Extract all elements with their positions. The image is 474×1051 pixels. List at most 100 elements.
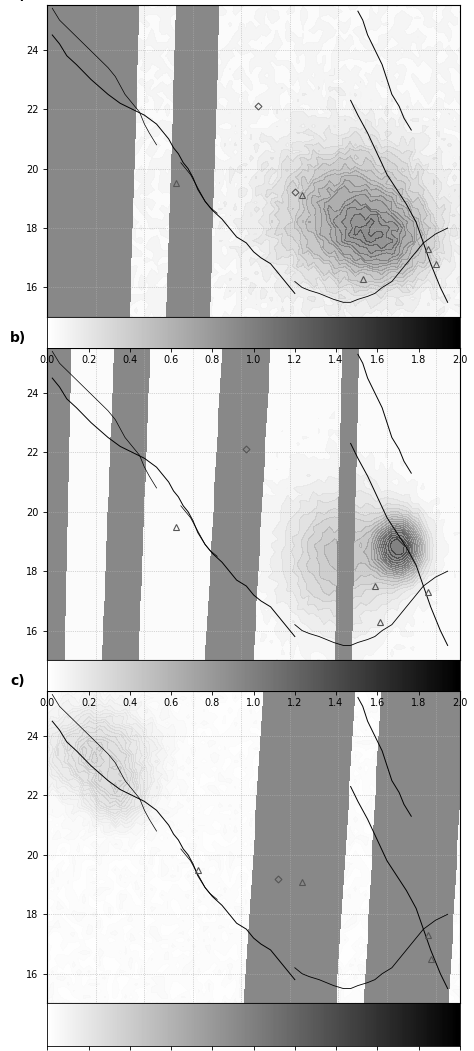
Bar — [371, 870, 456, 885]
Bar — [381, 692, 465, 706]
Bar — [374, 810, 459, 825]
Bar — [56, 184, 134, 199]
Bar — [46, 408, 70, 423]
Bar — [245, 989, 337, 1004]
X-axis label: SO₂ column 5 km [DU]: SO₂ column 5 km [DU] — [191, 1025, 316, 1035]
Bar — [341, 408, 357, 423]
Bar — [369, 900, 454, 914]
Bar — [168, 243, 212, 257]
Bar — [246, 959, 338, 973]
Bar — [338, 527, 355, 541]
Bar — [263, 692, 355, 706]
Bar — [221, 364, 269, 378]
Bar — [255, 810, 347, 825]
Bar — [42, 586, 66, 601]
Bar — [253, 854, 345, 870]
Bar — [105, 586, 141, 601]
Bar — [337, 541, 355, 556]
Bar — [174, 49, 218, 65]
Bar — [218, 423, 266, 437]
Bar — [339, 482, 356, 497]
Bar — [102, 645, 139, 660]
Bar — [112, 393, 148, 408]
Bar — [47, 348, 72, 364]
Bar — [247, 944, 339, 959]
Bar — [47, 364, 71, 378]
Bar — [56, 168, 134, 184]
Bar — [378, 736, 463, 750]
Bar — [44, 497, 68, 512]
Bar — [109, 482, 145, 497]
Bar — [104, 601, 140, 616]
Bar — [373, 825, 458, 840]
Bar — [252, 870, 344, 885]
Bar — [258, 766, 350, 781]
Bar — [337, 586, 354, 601]
Bar — [175, 35, 219, 49]
Bar — [167, 272, 211, 288]
Bar — [219, 408, 267, 423]
Bar — [41, 616, 65, 631]
Bar — [336, 616, 353, 631]
Bar — [57, 153, 135, 168]
Bar — [257, 781, 349, 796]
Bar — [109, 468, 146, 482]
Bar — [53, 288, 130, 303]
Bar — [342, 348, 359, 364]
Bar — [173, 109, 216, 124]
Bar — [460, 692, 472, 1004]
Bar — [40, 645, 64, 660]
Bar — [175, 20, 219, 35]
Bar — [56, 199, 133, 213]
Bar — [341, 393, 358, 408]
Bar — [103, 631, 139, 645]
Bar — [167, 288, 210, 303]
Text: b): b) — [10, 331, 27, 345]
Bar — [62, 5, 139, 20]
Bar — [376, 766, 461, 781]
Bar — [106, 556, 142, 571]
Bar — [54, 272, 131, 288]
Bar — [171, 153, 215, 168]
Bar — [103, 616, 140, 631]
Bar — [220, 378, 269, 393]
Bar — [215, 468, 264, 482]
Bar — [45, 468, 69, 482]
Text: c): c) — [10, 675, 25, 688]
Bar — [222, 348, 270, 364]
Bar — [166, 303, 210, 317]
Bar — [42, 556, 67, 571]
Bar — [61, 20, 139, 35]
Bar — [169, 213, 213, 228]
Bar — [54, 257, 131, 272]
Bar — [108, 512, 144, 527]
Bar — [367, 944, 452, 959]
X-axis label: SO₂ column 5 km [DU]: SO₂ column 5 km [DU] — [191, 339, 316, 349]
Bar — [338, 497, 356, 512]
Bar — [176, 5, 219, 20]
Bar — [114, 348, 150, 364]
Bar — [45, 437, 69, 452]
Bar — [342, 364, 359, 378]
Bar — [213, 512, 261, 527]
Bar — [337, 571, 354, 586]
Bar — [373, 840, 457, 854]
Bar — [41, 631, 65, 645]
Text: a): a) — [10, 0, 26, 2]
Bar — [340, 423, 357, 437]
Bar — [365, 989, 449, 1004]
Bar — [106, 541, 143, 556]
Bar — [59, 80, 137, 95]
Bar — [248, 929, 340, 944]
Bar — [169, 228, 212, 243]
Bar — [172, 124, 216, 139]
Bar — [368, 929, 453, 944]
Bar — [60, 65, 137, 80]
Bar — [207, 616, 255, 631]
Bar — [172, 139, 215, 153]
Bar — [255, 825, 346, 840]
Bar — [209, 586, 257, 601]
Bar — [219, 393, 268, 408]
X-axis label: SO₂ column 5 km [DU]: SO₂ column 5 km [DU] — [191, 682, 316, 693]
Bar — [338, 512, 355, 527]
